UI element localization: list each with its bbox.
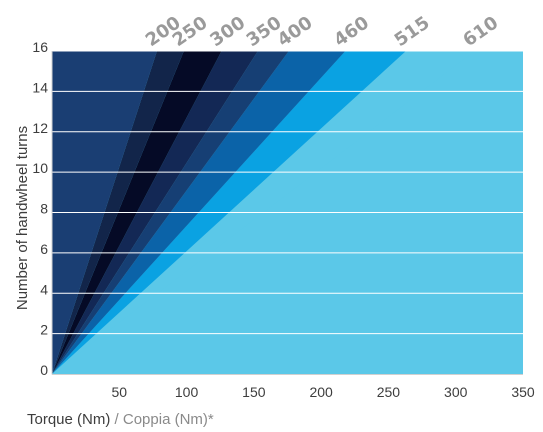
- y-tick-label: 6: [40, 241, 48, 257]
- y-tick-label: 8: [40, 201, 48, 217]
- y-tick-label: 10: [32, 160, 48, 176]
- grid-lines: [52, 50, 523, 335]
- x-axis-title-main: Torque (Nm): [27, 411, 110, 428]
- x-tick-label: 50: [111, 384, 127, 400]
- y-tick-label: 16: [32, 39, 48, 55]
- series-label-610: 610: [459, 12, 502, 51]
- x-tick-label: 100: [175, 384, 199, 400]
- series-label-515: 515: [391, 12, 434, 51]
- y-axis-title: Number of handwheel turns: [14, 126, 31, 310]
- y-tick-label: 0: [40, 362, 48, 378]
- y-tick-label: 4: [40, 281, 48, 297]
- y-tick-label: 12: [32, 120, 48, 136]
- x-axis: 50 100 150 200 250 300 350: [52, 374, 535, 400]
- x-tick-label: 200: [309, 384, 333, 400]
- y-tick-label: 2: [40, 322, 48, 338]
- x-tick-label: 150: [242, 384, 266, 400]
- x-axis-title-alt: Coppia (Nm)*: [123, 411, 214, 428]
- x-tick-label: 250: [377, 384, 401, 400]
- x-axis-title: Torque (Nm) / Coppia (Nm)*: [27, 411, 214, 428]
- x-tick-label: 300: [444, 384, 468, 400]
- x-axis-title-separator: /: [110, 411, 123, 428]
- series-label-400: 400: [274, 12, 317, 51]
- x-tick-label: 350: [511, 384, 535, 400]
- y-axis: 0 2 4 6 8 10 12 14 16: [32, 39, 53, 378]
- series-label-460: 460: [330, 12, 373, 51]
- series-label-300: 300: [206, 12, 249, 51]
- y-tick-label: 14: [32, 79, 48, 95]
